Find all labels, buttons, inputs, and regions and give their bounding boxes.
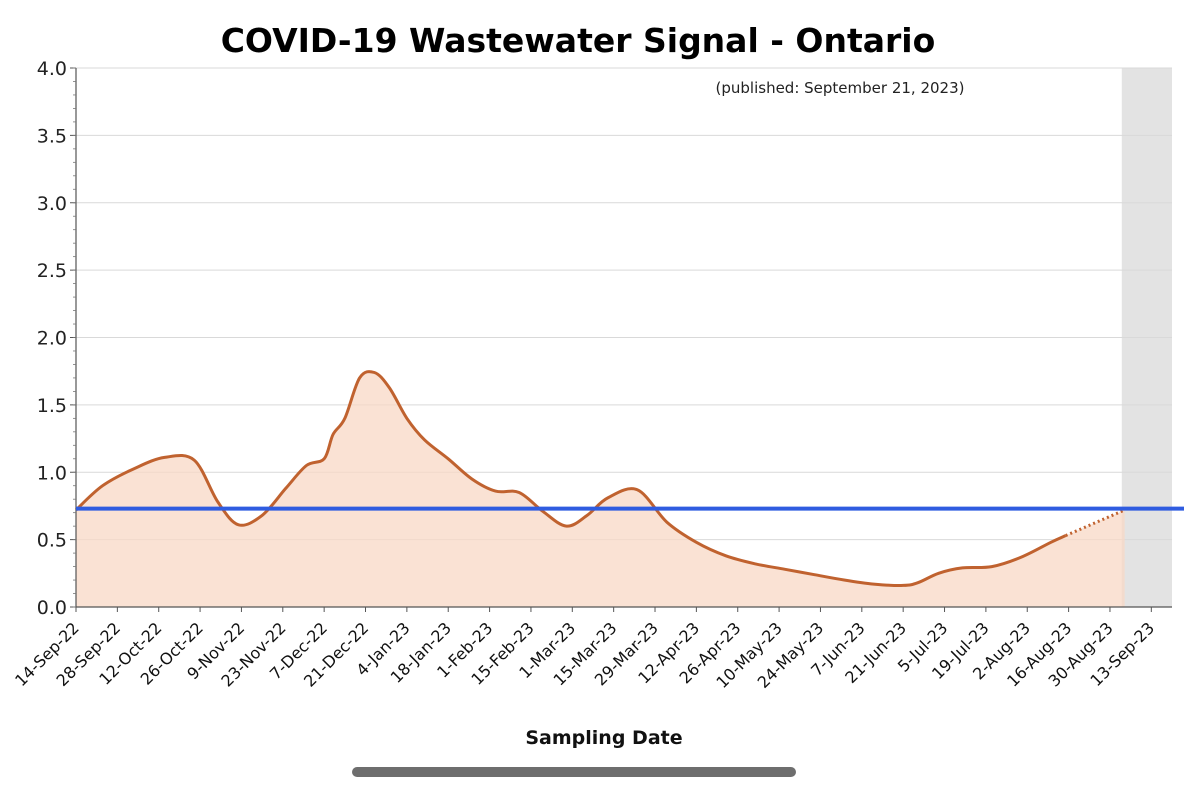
chart-title: COVID-19 Wastewater Signal - Ontario	[221, 21, 936, 60]
signal-series-line	[74, 370, 1067, 587]
x-axis-label: Sampling Date	[525, 727, 682, 749]
chart-subtitle: (published: September 21, 2023)	[716, 79, 965, 97]
y-tick-label: 3.5	[37, 125, 67, 147]
y-tick-label: 0.5	[37, 530, 67, 552]
home-indicator-bar[interactable]	[352, 767, 796, 777]
y-tick-label: 2.5	[37, 260, 67, 282]
y-tick-label: 1.5	[37, 395, 67, 417]
provisional-dotted-line	[1065, 508, 1126, 537]
y-tick-label: 4.0	[37, 58, 67, 80]
y-tick-label: 0.0	[37, 597, 67, 619]
signal-area-fill	[76, 371, 1125, 607]
y-tick-label: 3.0	[37, 193, 67, 215]
y-tick-label: 2.0	[37, 328, 67, 350]
y-tick-label: 1.0	[37, 462, 67, 484]
